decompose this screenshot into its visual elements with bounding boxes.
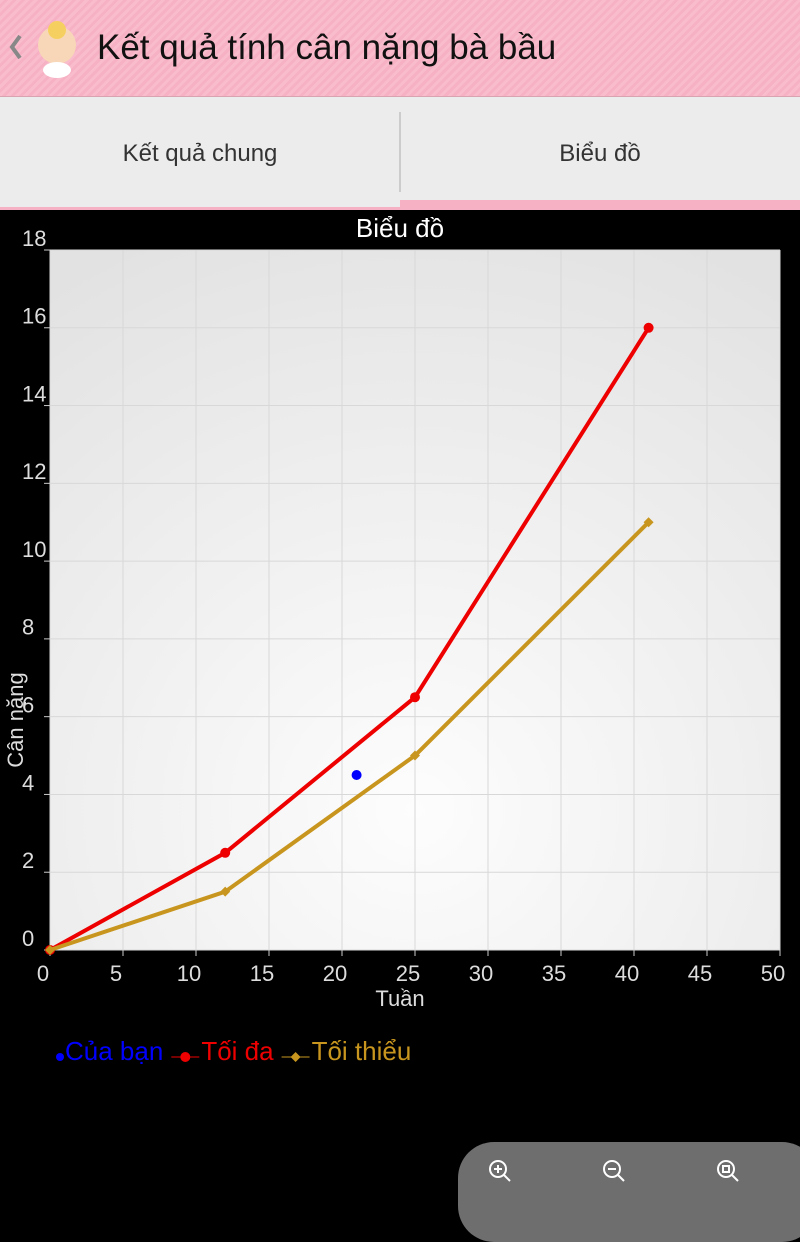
y-tick-label: 2 <box>22 848 34 873</box>
y-tick-label: 8 <box>22 615 34 640</box>
series-line <box>49 326 651 952</box>
legend-marker <box>180 1052 191 1062</box>
y-axis-label: Cân nặng <box>3 672 28 767</box>
legend-marker <box>290 1052 301 1062</box>
data-point <box>220 886 231 897</box>
y-tick-label: 14 <box>22 381 46 406</box>
tab[interactable]: Kết quả chung <box>0 97 400 210</box>
tab-divider <box>399 112 401 192</box>
icons <box>9 21 76 78</box>
data-point <box>643 322 654 333</box>
baby-body <box>43 62 71 78</box>
baby-hair <box>48 21 66 39</box>
app-bar: Kết quả tính cân nặng bà bầu <box>0 0 800 97</box>
data-point <box>220 847 231 858</box>
y-tick-label: 4 <box>22 770 34 795</box>
chart: Biểu đồ Tuần Cân nặng 0 2 4 6 8 10 12 14 16 18 0 5 1… <box>3 213 785 1066</box>
x-tick-label: 10 <box>177 961 201 986</box>
back-arrow[interactable] <box>9 34 22 60</box>
baby-icon <box>38 26 76 64</box>
y-tick-label: 18 <box>22 226 46 251</box>
x-tick-label: 25 <box>396 961 420 986</box>
x-tick-label: 15 <box>250 961 274 986</box>
zoom-controls <box>458 1142 800 1242</box>
y-tick-label: 0 <box>22 926 34 951</box>
x-tick-label: 45 <box>688 961 712 986</box>
x-tick-label: 50 <box>761 961 785 986</box>
legend-label: Của bạn <box>65 1036 163 1066</box>
grid <box>49 249 781 951</box>
x-tick-label: 0 <box>37 961 49 986</box>
y-tick-label: 16 <box>22 304 46 329</box>
data-point <box>351 770 362 780</box>
x-tick-label: 35 <box>542 961 566 986</box>
data-point <box>643 517 654 528</box>
data-point <box>410 750 420 761</box>
zoom-out[interactable] <box>603 1160 621 1178</box>
y-tick-label: 6 <box>22 692 34 717</box>
x-tick-label: 5 <box>110 961 122 986</box>
legend-label: Tối đa <box>201 1036 274 1066</box>
zoom-icons <box>489 1160 739 1182</box>
zoom-in[interactable] <box>489 1160 507 1178</box>
tab[interactable]: Biểu đồ <box>400 97 800 210</box>
x-tick-label: 40 <box>615 961 639 986</box>
data-point <box>45 945 55 955</box>
x-axis-label: Tuần <box>375 986 424 1011</box>
tab-bar: Kết quả chung Biểu đồ <box>0 97 800 210</box>
app-title: Kết quả tính cân nặng bà bầu <box>97 28 557 67</box>
legend-label: Tối thiểu <box>312 1036 412 1066</box>
data-point <box>410 692 420 703</box>
chart-title: Biểu đồ <box>356 213 444 243</box>
x-tick-label: 30 <box>469 961 493 986</box>
zoom-reset[interactable] <box>717 1160 735 1178</box>
series-line <box>49 520 651 952</box>
x-tick-label: 20 <box>323 961 347 986</box>
y-tick-label: 12 <box>22 459 46 484</box>
y-tick-label: 10 <box>22 537 46 562</box>
legend-marker <box>56 1053 64 1061</box>
